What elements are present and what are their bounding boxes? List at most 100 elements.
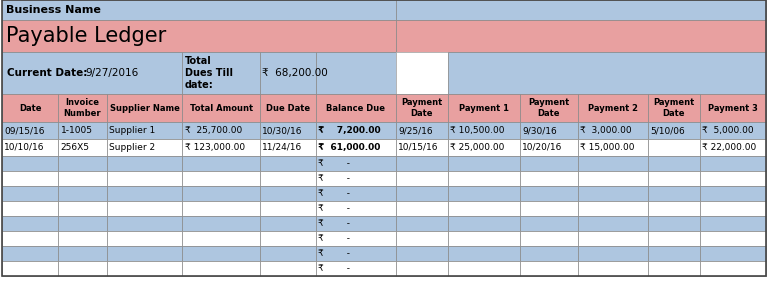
Text: Business Name: Business Name: [6, 5, 101, 15]
Bar: [448, 231, 520, 246]
Bar: [520, 261, 578, 276]
Bar: [578, 231, 647, 246]
Text: ₹        -: ₹ -: [319, 234, 350, 243]
Text: ₹ 22,000.00: ₹ 22,000.00: [703, 143, 756, 152]
Bar: [316, 139, 396, 156]
Text: ₹        -: ₹ -: [319, 249, 350, 258]
Text: ₹    7,200.00: ₹ 7,200.00: [319, 126, 381, 135]
Bar: [700, 156, 766, 171]
Bar: [182, 261, 260, 276]
Text: ₹        -: ₹ -: [319, 264, 350, 273]
Bar: [58, 201, 107, 216]
Text: 09/15/16: 09/15/16: [5, 126, 45, 135]
Bar: [647, 94, 700, 122]
Bar: [396, 186, 448, 201]
Bar: [260, 122, 316, 139]
Bar: [700, 171, 766, 186]
Bar: [58, 122, 107, 139]
Bar: [578, 122, 647, 139]
Bar: [520, 94, 578, 122]
Bar: [58, 94, 107, 122]
Text: ₹ 123,000.00: ₹ 123,000.00: [184, 143, 245, 152]
Bar: [647, 186, 700, 201]
Bar: [2, 94, 58, 122]
Bar: [260, 261, 316, 276]
Bar: [448, 139, 520, 156]
Bar: [260, 52, 316, 94]
Bar: [58, 231, 107, 246]
Bar: [58, 216, 107, 231]
Bar: [182, 246, 260, 261]
Bar: [2, 201, 58, 216]
Bar: [396, 94, 448, 122]
Bar: [107, 201, 182, 216]
Bar: [396, 139, 448, 156]
Bar: [260, 156, 316, 171]
Bar: [700, 122, 766, 139]
Text: ₹ 15,000.00: ₹ 15,000.00: [580, 143, 634, 152]
Bar: [396, 231, 448, 246]
Text: 9/30/16: 9/30/16: [522, 126, 557, 135]
Text: Invoice
Number: Invoice Number: [64, 98, 101, 118]
Bar: [700, 216, 766, 231]
Bar: [396, 0, 766, 20]
Bar: [316, 201, 396, 216]
Bar: [107, 216, 182, 231]
Bar: [2, 20, 396, 52]
Bar: [396, 52, 448, 94]
Bar: [396, 122, 448, 139]
Bar: [182, 139, 260, 156]
Text: 9/25/16: 9/25/16: [398, 126, 432, 135]
Text: Supplier Name: Supplier Name: [110, 104, 180, 113]
Bar: [316, 52, 396, 94]
Bar: [182, 94, 260, 122]
Bar: [520, 216, 578, 231]
Bar: [578, 201, 647, 216]
Text: Current Date:: Current Date:: [7, 68, 87, 78]
Bar: [520, 139, 578, 156]
Bar: [316, 246, 396, 261]
Bar: [647, 261, 700, 276]
Bar: [182, 156, 260, 171]
Bar: [700, 261, 766, 276]
Bar: [647, 122, 700, 139]
Text: Total
Dues Till
date:: Total Dues Till date:: [184, 56, 233, 90]
Bar: [182, 171, 260, 186]
Bar: [578, 186, 647, 201]
Bar: [700, 246, 766, 261]
Bar: [260, 201, 316, 216]
Bar: [107, 261, 182, 276]
Bar: [260, 94, 316, 122]
Text: Supplier 1: Supplier 1: [109, 126, 155, 135]
Bar: [448, 186, 520, 201]
Text: Date: Date: [19, 104, 41, 113]
Bar: [396, 171, 448, 186]
Bar: [2, 246, 58, 261]
Bar: [448, 246, 520, 261]
Bar: [316, 261, 396, 276]
Bar: [700, 186, 766, 201]
Bar: [448, 171, 520, 186]
Bar: [448, 122, 520, 139]
Text: ₹  68,200.00: ₹ 68,200.00: [262, 68, 328, 78]
Bar: [647, 139, 700, 156]
Bar: [260, 139, 316, 156]
Text: ₹        -: ₹ -: [319, 159, 350, 168]
Bar: [182, 186, 260, 201]
Bar: [260, 216, 316, 231]
Bar: [700, 139, 766, 156]
Bar: [316, 186, 396, 201]
Bar: [448, 94, 520, 122]
Bar: [520, 122, 578, 139]
Bar: [58, 186, 107, 201]
Bar: [107, 122, 182, 139]
Text: Payment
Date: Payment Date: [528, 98, 569, 118]
Bar: [578, 139, 647, 156]
Text: ₹        -: ₹ -: [319, 204, 350, 213]
Bar: [182, 201, 260, 216]
Text: Payable Ledger: Payable Ledger: [6, 26, 166, 46]
Text: ₹  61,000.00: ₹ 61,000.00: [319, 143, 381, 152]
Bar: [520, 186, 578, 201]
Bar: [58, 171, 107, 186]
Bar: [316, 216, 396, 231]
